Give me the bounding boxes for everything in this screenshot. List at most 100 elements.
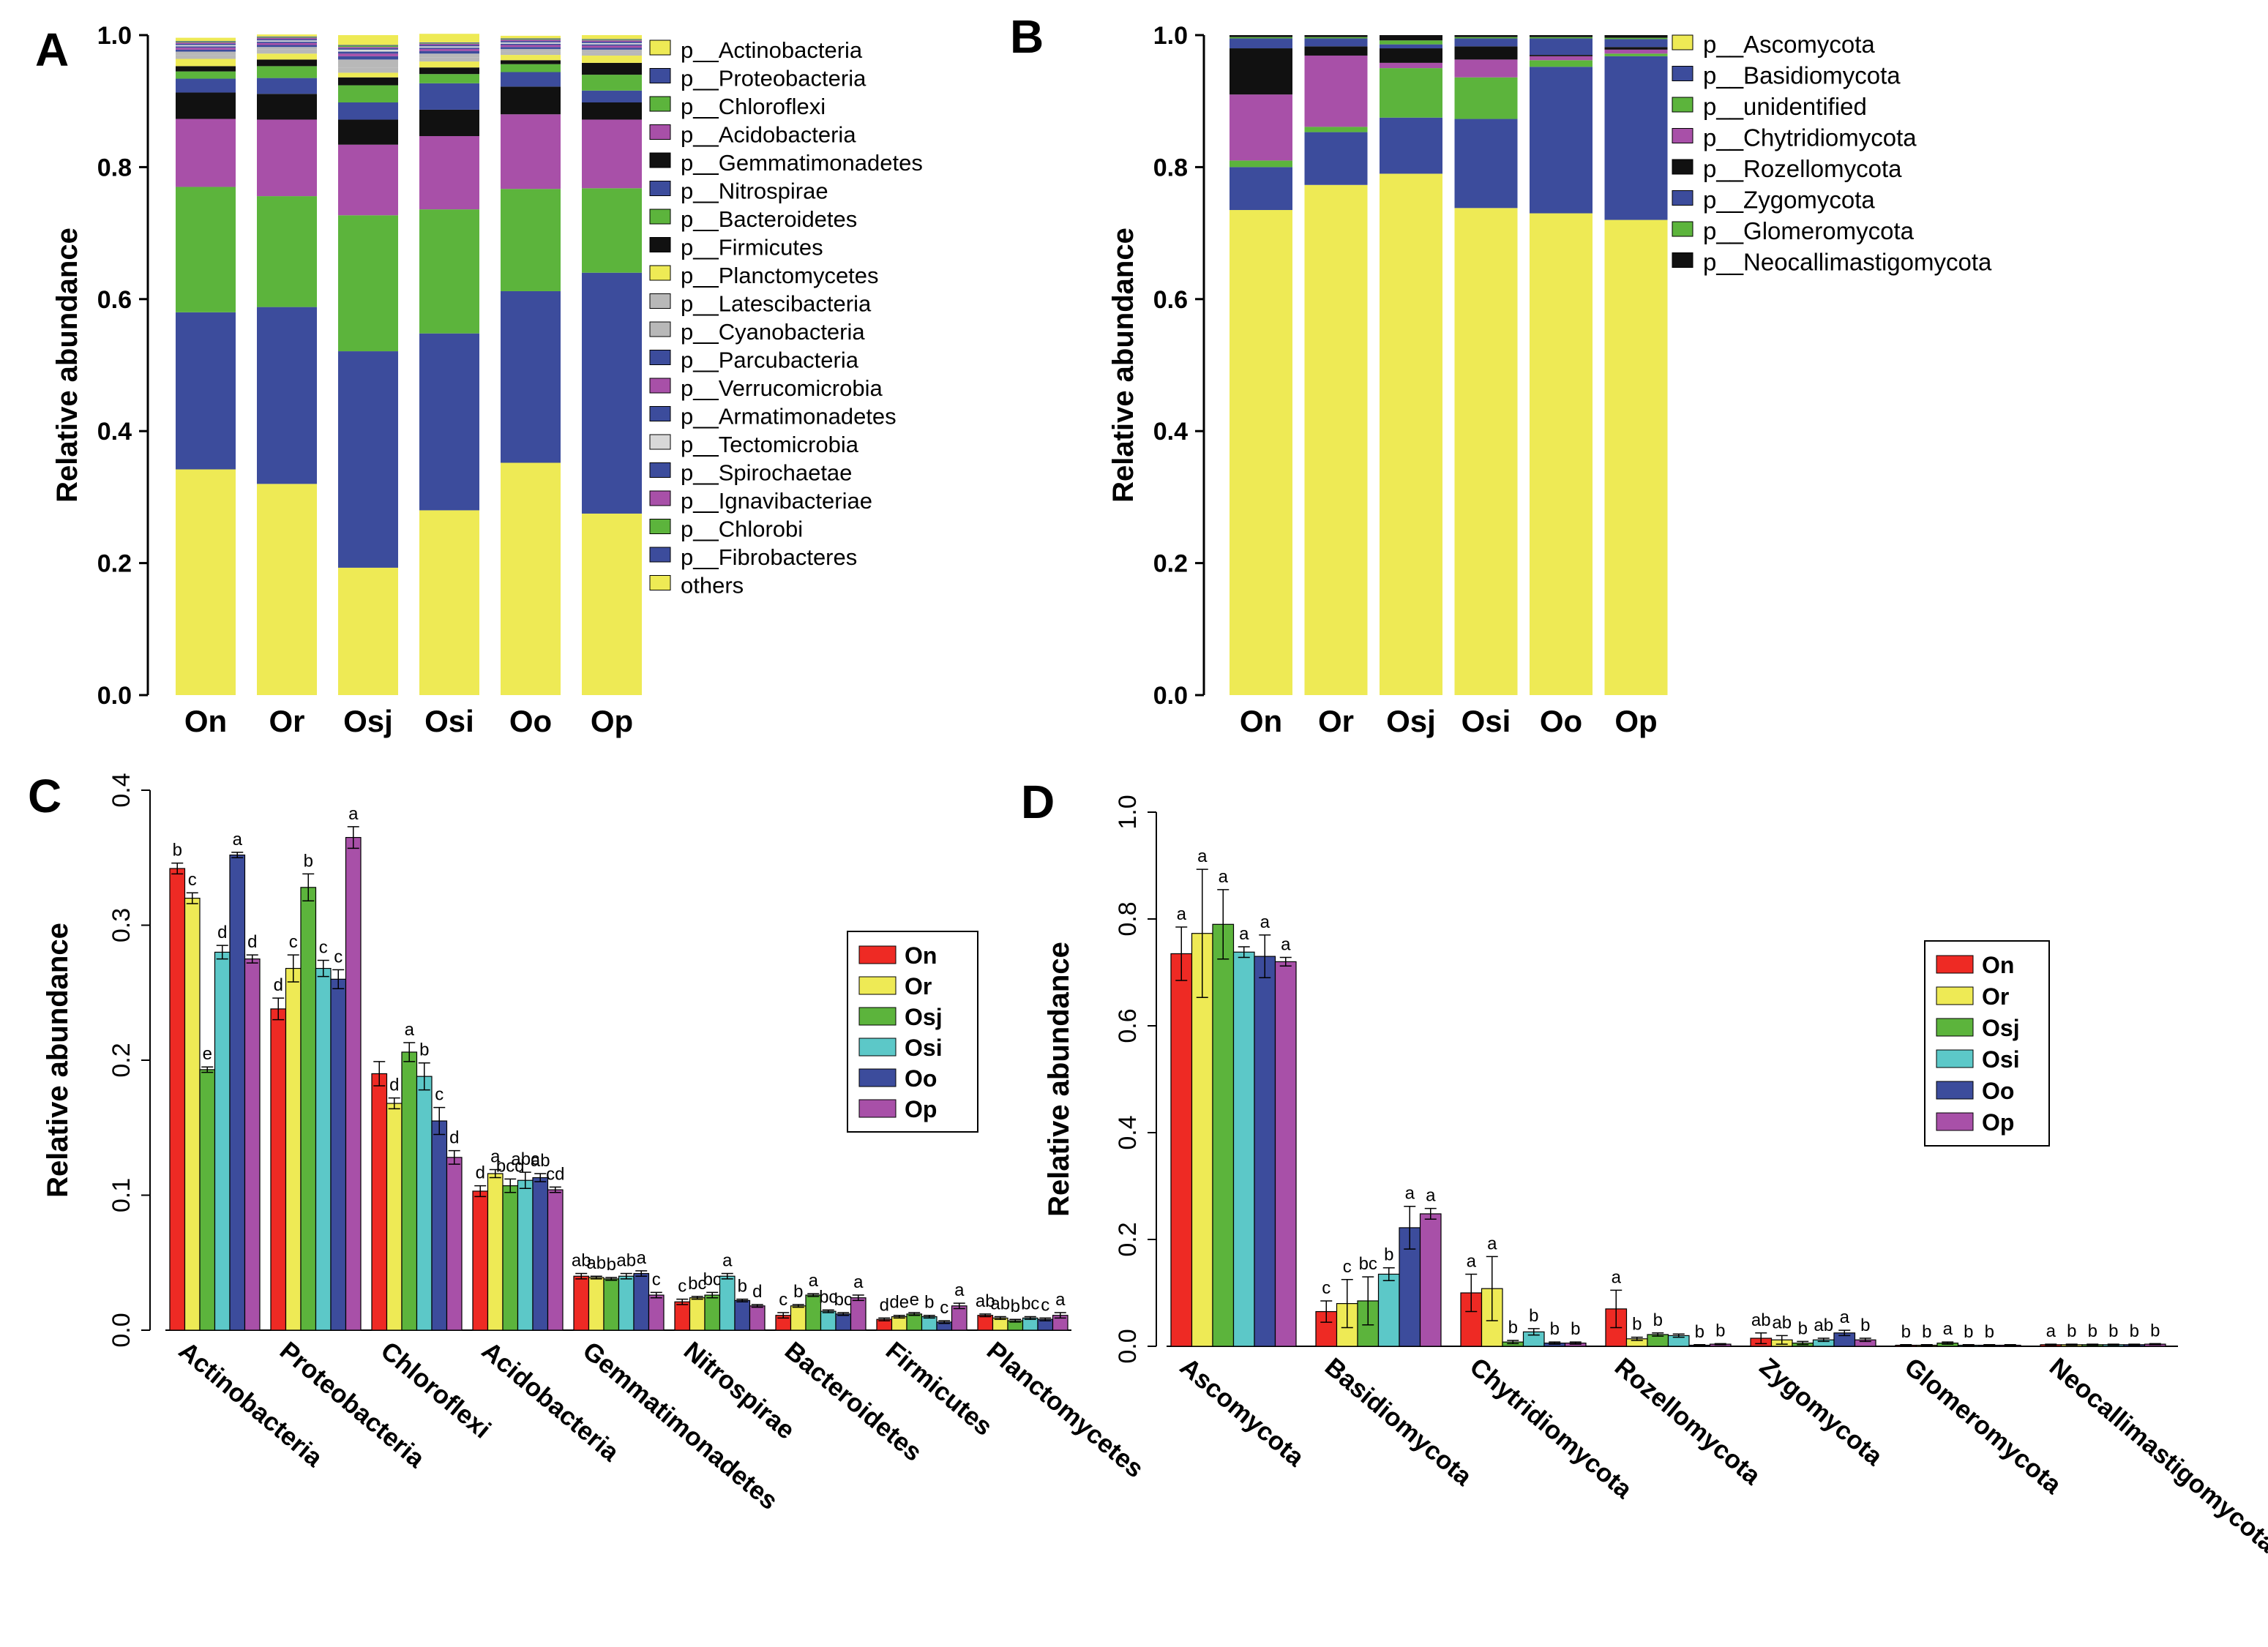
bar: [790, 1305, 806, 1331]
bar-segment: [582, 35, 642, 40]
category-label: Osj: [343, 704, 393, 738]
bar: [891, 1316, 907, 1331]
significance-letter: d: [217, 923, 227, 942]
significance-letter: ab: [1814, 1316, 1833, 1335]
bar-segment: [1380, 44, 1442, 49]
significance-letter: bc: [688, 1274, 706, 1294]
bar-segment: [1304, 38, 1368, 47]
legend-swatch: [858, 1038, 897, 1057]
bar-segment: [257, 49, 317, 54]
legend-label: p__Proteobacteria: [681, 66, 867, 91]
bar-segment: [257, 37, 317, 38]
significance-letter: abc: [511, 1149, 539, 1169]
legend-swatch: [1672, 221, 1693, 237]
bar-segment: [419, 48, 479, 49]
bar-segment: [176, 49, 236, 52]
legend-swatch: [649, 265, 671, 281]
bar: [386, 1103, 403, 1331]
significance-letter: bc: [834, 1290, 853, 1310]
significance-letter: a: [809, 1271, 819, 1291]
bar: [199, 1069, 216, 1331]
significance-letter: ab: [990, 1294, 1010, 1314]
bar-segment: [582, 102, 642, 120]
bar-segment: [1304, 35, 1368, 37]
significance-letter: c: [652, 1269, 661, 1289]
bar-segment: [1604, 49, 1668, 54]
bar-segment: [338, 35, 398, 45]
bar-segment: [1530, 213, 1593, 695]
bar: [674, 1301, 691, 1331]
bar-segment: [419, 209, 479, 334]
bar: [1419, 1213, 1442, 1347]
y-tick-label: 0.8: [97, 154, 132, 181]
bar-segment: [1230, 48, 1292, 95]
bar-segment: [1604, 53, 1668, 56]
significance-letter: b: [419, 1040, 429, 1060]
bar-segment: [582, 272, 642, 514]
significance-letter: c: [188, 870, 197, 890]
bar-segment: [1230, 160, 1292, 168]
bar-segment: [501, 60, 561, 64]
bar-segment: [257, 34, 317, 37]
significance-letter: b: [2088, 1321, 2097, 1341]
significance-letter: d: [476, 1163, 485, 1183]
legend-label: p__Firmicutes: [681, 235, 823, 260]
bar: [1191, 933, 1213, 1347]
bar-segment: [501, 42, 561, 44]
legend-swatch: [649, 124, 671, 140]
bar-segment: [1380, 173, 1442, 696]
legend-label: On: [1982, 952, 2014, 978]
bar-segment: [501, 64, 561, 72]
y-tick-label: 0.0: [1114, 1329, 1142, 1363]
bar-segment: [419, 83, 479, 110]
bar: [300, 887, 317, 1331]
bar-segment: [501, 43, 561, 45]
bar-segment: [501, 114, 561, 190]
bar-segment: [257, 307, 317, 484]
legend-swatch: [1936, 955, 1974, 974]
bar: [921, 1316, 937, 1331]
significance-letter: a: [1239, 924, 1249, 944]
y-tick-label: 0.8: [1153, 154, 1188, 181]
significance-letter: d: [880, 1295, 889, 1315]
significance-letter: c: [779, 1290, 787, 1310]
legend-label: p__Fibrobacteres: [681, 544, 857, 570]
y-tick-label: 0.4: [1114, 1115, 1142, 1149]
significance-letter: a: [233, 830, 243, 849]
legend-box: [847, 931, 978, 1133]
bar-segment: [1380, 117, 1442, 174]
bar-segment: [419, 46, 479, 48]
y-tick-label: 0.2: [108, 1043, 135, 1077]
significance-letter: c: [940, 1298, 948, 1318]
bar-segment: [1304, 184, 1368, 695]
bar-segment: [338, 67, 398, 73]
significance-letter: ab: [1751, 1310, 1771, 1330]
bar-segment: [582, 45, 642, 48]
bar-segment: [582, 52, 642, 56]
category-label: Osj: [1386, 704, 1436, 738]
significance-letter: a: [954, 1280, 965, 1300]
legend-swatch: [649, 152, 671, 168]
bar-segment: [419, 510, 479, 695]
bar: [719, 1275, 736, 1331]
y-tick-label: 0.4: [97, 418, 132, 446]
significance-letter: b: [1901, 1322, 1911, 1342]
legend-swatch: [649, 378, 671, 394]
legend-swatch: [1936, 1018, 1974, 1037]
bar-segment: [1530, 67, 1593, 214]
bar: [1232, 951, 1255, 1347]
legend-swatch: [858, 1068, 897, 1087]
bar-segment: [176, 59, 236, 67]
group-label: Ascomycota: [1175, 1352, 1310, 1472]
bar-segment: [1604, 39, 1668, 48]
bar-segment: [1604, 56, 1668, 220]
legend-label: p__Gemmatimonadetes: [681, 150, 923, 176]
bar: [603, 1278, 620, 1331]
bar-segment: [501, 48, 561, 52]
bar-segment: [338, 53, 398, 56]
significance-letter: cd: [546, 1164, 564, 1184]
significance-letter: ab: [1772, 1313, 1792, 1332]
group-label: Rozellomycota: [1609, 1352, 1767, 1490]
bar: [573, 1275, 590, 1331]
